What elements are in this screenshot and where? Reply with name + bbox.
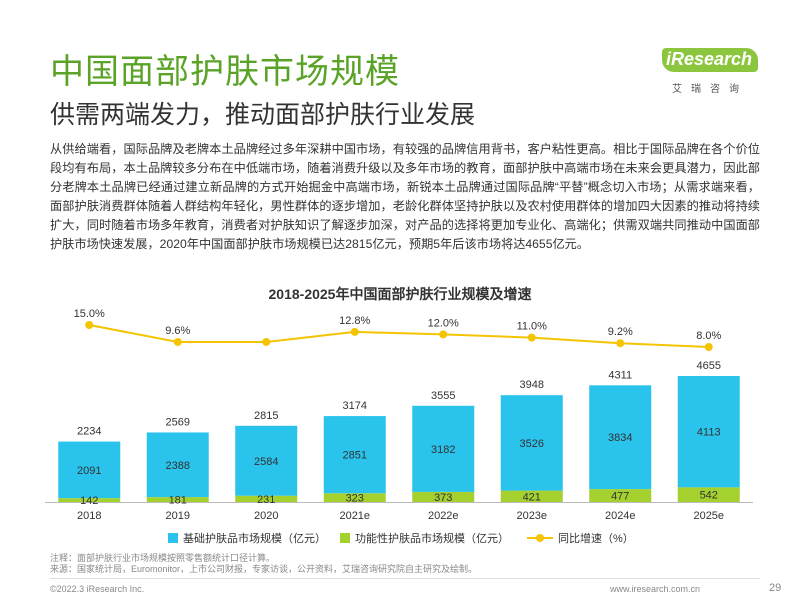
growth-label-2023e: 11.0% bbox=[517, 321, 548, 333]
label-functional-2020: 231 bbox=[257, 494, 275, 506]
label-functional-2021e: 323 bbox=[346, 493, 364, 505]
label-total-2025e: 4655 bbox=[697, 360, 721, 372]
page-number: 29 bbox=[769, 582, 782, 594]
bar-functional-2019 bbox=[146, 497, 209, 502]
iresearch-logo: iResearch 艾瑞咨询 bbox=[662, 42, 758, 98]
growth-label-2018: 15.0% bbox=[74, 308, 105, 320]
label-total-2020: 2815 bbox=[254, 410, 278, 422]
bar-basic-2019 bbox=[146, 432, 209, 498]
growth-point-2020 bbox=[262, 337, 271, 346]
label-total-2021e: 3174 bbox=[343, 400, 367, 412]
logo-subtext: 艾瑞咨询 bbox=[672, 84, 748, 95]
note-line-2: 来源：国家统计局，Euromonitor，上市公司财报，专家访谈，公开资料，艾瑞… bbox=[50, 564, 478, 574]
growth-label-2022e: 12.0% bbox=[428, 317, 459, 329]
legend-label-growth: 同比增速（%） bbox=[558, 533, 634, 545]
page-title: 中国面部护肤市场规模 bbox=[50, 53, 400, 91]
x-tick-2025e: 2025e bbox=[693, 510, 724, 522]
label-functional-2018: 142 bbox=[80, 495, 98, 507]
label-basic-2025e: 4113 bbox=[697, 427, 721, 439]
label-total-2018: 2234 bbox=[77, 426, 101, 438]
label-total-2019: 2569 bbox=[166, 416, 190, 428]
growth-label-2021e: 12.8% bbox=[339, 315, 370, 327]
label-functional-2019: 181 bbox=[169, 495, 187, 507]
growth-label-2025e: 8.0% bbox=[696, 330, 721, 342]
legend-label-basic: 基础护肤品市场规模（亿元） bbox=[183, 533, 326, 545]
note-line-1: 注释：面部护肤行业市场规模按照零售额统计口径计算。 bbox=[50, 553, 276, 563]
growth-point-2019 bbox=[173, 337, 182, 346]
bar-basic-2018 bbox=[58, 441, 121, 499]
label-basic-2021e: 2851 bbox=[343, 450, 367, 462]
label-basic-2023e: 3526 bbox=[520, 438, 544, 450]
growth-point-2022e bbox=[439, 330, 448, 339]
logo-bar bbox=[662, 48, 758, 72]
growth-point-2021e bbox=[350, 327, 359, 336]
bar-functional-2021e bbox=[323, 493, 386, 502]
bar-functional-2018 bbox=[58, 498, 121, 502]
bar-basic-2023e bbox=[500, 395, 563, 491]
x-tick-2022e: 2022e bbox=[428, 510, 459, 522]
legend-swatch-basic bbox=[168, 533, 178, 543]
legend-item-growth: 同比增速（%） bbox=[527, 530, 634, 546]
page-subtitle: 供需两端发力，推动面部护肤行业发展 bbox=[50, 101, 476, 129]
bar-functional-2022e bbox=[412, 491, 475, 502]
logo-text: iResearch bbox=[666, 49, 753, 69]
growth-line bbox=[89, 324, 709, 348]
bar-basic-2024e bbox=[589, 385, 652, 490]
chart-notes: 注释：面部护肤行业市场规模按照零售额统计口径计算。 来源：国家统计局，Eurom… bbox=[50, 553, 477, 575]
market-size-chart: 142 2091 2234 2018 181 2388 2569 2019 231 2584 281… bbox=[45, 308, 753, 522]
x-tick-2023e: 2023e bbox=[516, 510, 547, 522]
growth-point-2018 bbox=[85, 321, 94, 329]
legend-label-functional: 功能性护肤品市场规模（亿元） bbox=[355, 533, 509, 545]
x-tick-2019: 2019 bbox=[166, 510, 190, 522]
label-total-2022e: 3555 bbox=[431, 390, 455, 402]
footer-divider bbox=[50, 578, 760, 579]
legend-item-basic: 基础护肤品市场规模（亿元） bbox=[168, 530, 326, 546]
chart-title: 2018-2025年中国面部护肤行业规模及增速 bbox=[268, 286, 532, 302]
bar-functional-2025e bbox=[677, 487, 740, 502]
x-tick-2018: 2018 bbox=[77, 510, 101, 522]
footer-url: www.iresearch.com.cn bbox=[610, 584, 701, 594]
label-functional-2023e: 421 bbox=[523, 491, 541, 503]
label-basic-2019: 2388 bbox=[166, 460, 190, 472]
bar-functional-2023e bbox=[500, 490, 563, 502]
bar-functional-2024e bbox=[589, 489, 652, 502]
legend-swatch-growth bbox=[527, 533, 553, 543]
chart-legend: 基础护肤品市场规模（亿元） 功能性护肤品市场规模（亿元） 同比增速（%） bbox=[0, 530, 800, 546]
bar-basic-2025e bbox=[677, 376, 740, 488]
bar-basic-2021e bbox=[323, 416, 386, 494]
x-tick-2024e: 2024e bbox=[605, 510, 636, 522]
label-functional-2022e: 373 bbox=[434, 492, 452, 504]
bar-basic-2022e bbox=[412, 405, 475, 492]
x-tick-2021e: 2021e bbox=[339, 510, 370, 522]
legend-item-functional: 功能性护肤品市场规模（亿元） bbox=[340, 530, 509, 546]
x-tick-2020: 2020 bbox=[254, 510, 278, 522]
bar-functional-2020 bbox=[235, 495, 298, 502]
bar-basic-2020 bbox=[235, 425, 298, 496]
label-basic-2020: 2584 bbox=[254, 456, 278, 468]
label-basic-2022e: 3182 bbox=[431, 444, 455, 456]
growth-point-2023e bbox=[527, 333, 536, 342]
body-paragraph: 从供给端看，国际品牌及老牌本土品牌经过多年深耕中国市场，有较强的品牌信用背书，客… bbox=[50, 142, 760, 251]
legend-swatch-functional bbox=[340, 533, 350, 543]
growth-label-2019: 9.6% bbox=[165, 325, 190, 337]
growth-point-2025e bbox=[704, 343, 713, 351]
growth-point-2024e bbox=[616, 339, 625, 348]
label-basic-2024e: 3834 bbox=[608, 432, 632, 444]
label-total-2024e: 4311 bbox=[608, 369, 632, 381]
label-functional-2025e: 542 bbox=[700, 490, 718, 502]
label-total-2023e: 3948 bbox=[520, 379, 544, 391]
label-basic-2018: 2091 bbox=[77, 465, 101, 477]
label-functional-2024e: 477 bbox=[611, 491, 629, 503]
growth-label-2024e: 9.2% bbox=[608, 326, 633, 338]
footer-copyright: ©2022.3 iResearch Inc. bbox=[50, 584, 145, 594]
